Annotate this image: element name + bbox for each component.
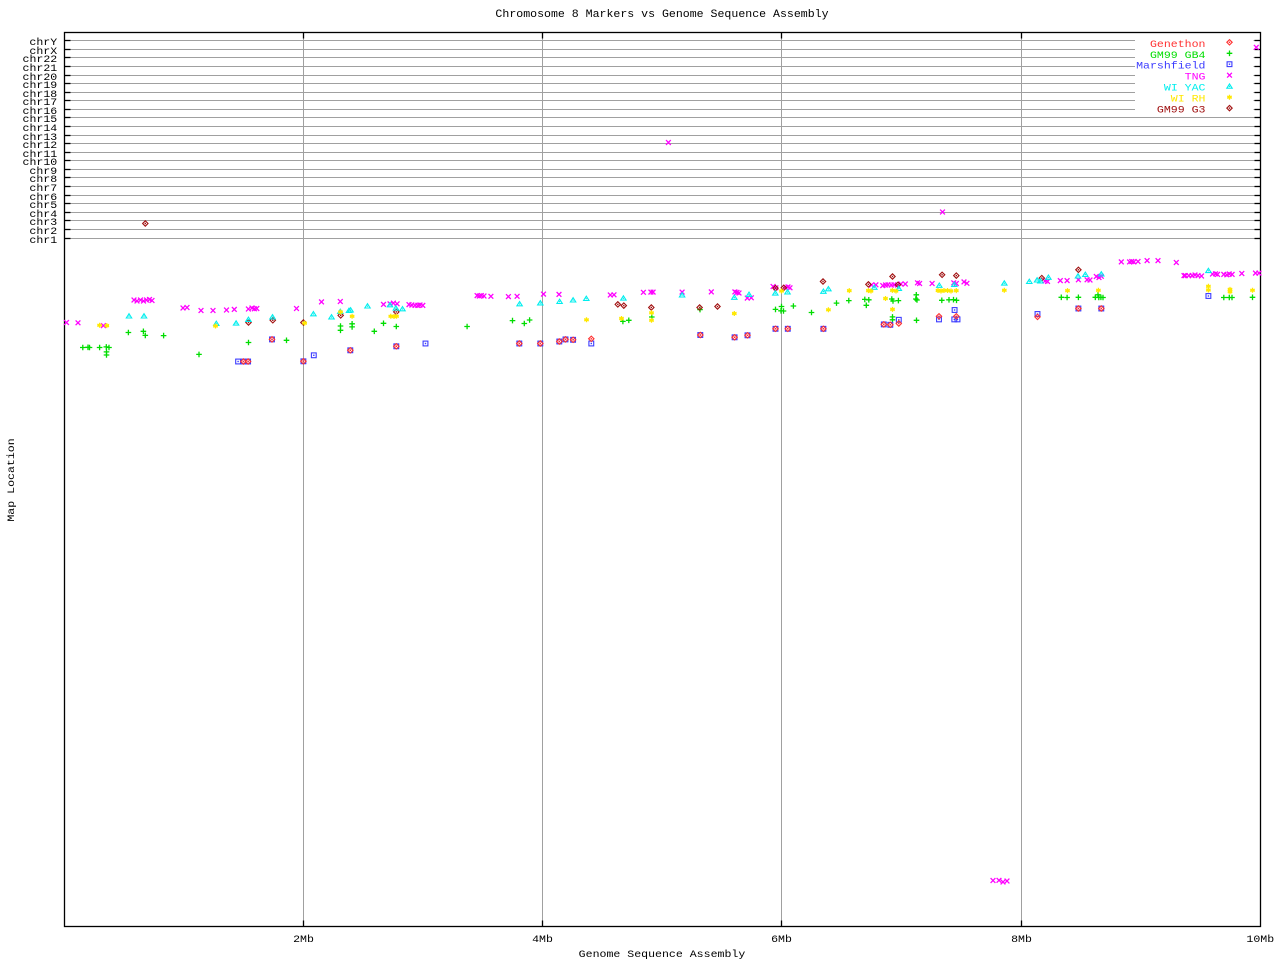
- svg-text:chr20: chr20: [23, 72, 58, 84]
- svg-text:chr2: chr2: [29, 226, 57, 238]
- svg-text:GM99 G3: GM99 G3: [1157, 105, 1206, 117]
- svg-text:chr15: chr15: [23, 114, 58, 126]
- svg-text:chrX: chrX: [29, 46, 58, 58]
- svg-text:GM99 GB4: GM99 GB4: [1150, 50, 1206, 62]
- svg-text:chr5: chr5: [29, 200, 57, 212]
- svg-text:Genome Sequence Assembly: Genome Sequence Assembly: [579, 949, 746, 960]
- svg-text:Marshfield: Marshfield: [1136, 61, 1205, 73]
- svg-text:WI YAC: WI YAC: [1164, 83, 1206, 95]
- svg-text:chr11: chr11: [23, 149, 58, 161]
- svg-text:chr7: chr7: [29, 183, 57, 195]
- svg-text:Map Location: Map Location: [6, 438, 18, 521]
- svg-text:chr14: chr14: [23, 123, 58, 135]
- svg-text:WI RH: WI RH: [1171, 94, 1206, 106]
- svg-text:chr6: chr6: [29, 192, 57, 204]
- svg-text:chr3: chr3: [29, 217, 57, 229]
- svg-text:chr18: chr18: [23, 89, 58, 101]
- svg-text:Chromosome 8 Markers vs Genome: Chromosome 8 Markers vs Genome Sequence …: [495, 9, 828, 21]
- svg-text:chr9: chr9: [29, 166, 57, 178]
- svg-text:chr21: chr21: [23, 63, 58, 75]
- svg-text:chr4: chr4: [29, 209, 57, 221]
- svg-text:Genethon: Genethon: [1150, 39, 1206, 51]
- svg-text:TNG: TNG: [1185, 72, 1206, 84]
- svg-text:chr22: chr22: [23, 54, 58, 66]
- svg-text:6Mb: 6Mb: [771, 934, 792, 946]
- svg-text:10Mb: 10Mb: [1246, 934, 1274, 946]
- svg-text:8Mb: 8Mb: [1011, 934, 1032, 946]
- svg-text:chrY: chrY: [29, 37, 58, 49]
- svg-text:chr10: chr10: [23, 157, 58, 169]
- svg-text:chr16: chr16: [23, 106, 58, 118]
- svg-text:chr8: chr8: [29, 174, 57, 186]
- svg-text:4Mb: 4Mb: [532, 934, 553, 946]
- svg-text:chr12: chr12: [23, 140, 58, 152]
- svg-text:2Mb: 2Mb: [293, 934, 314, 946]
- svg-text:chr17: chr17: [23, 97, 58, 109]
- svg-text:chr19: chr19: [23, 80, 58, 92]
- svg-text:chr1: chr1: [29, 235, 57, 247]
- svg-text:chr13: chr13: [23, 132, 58, 144]
